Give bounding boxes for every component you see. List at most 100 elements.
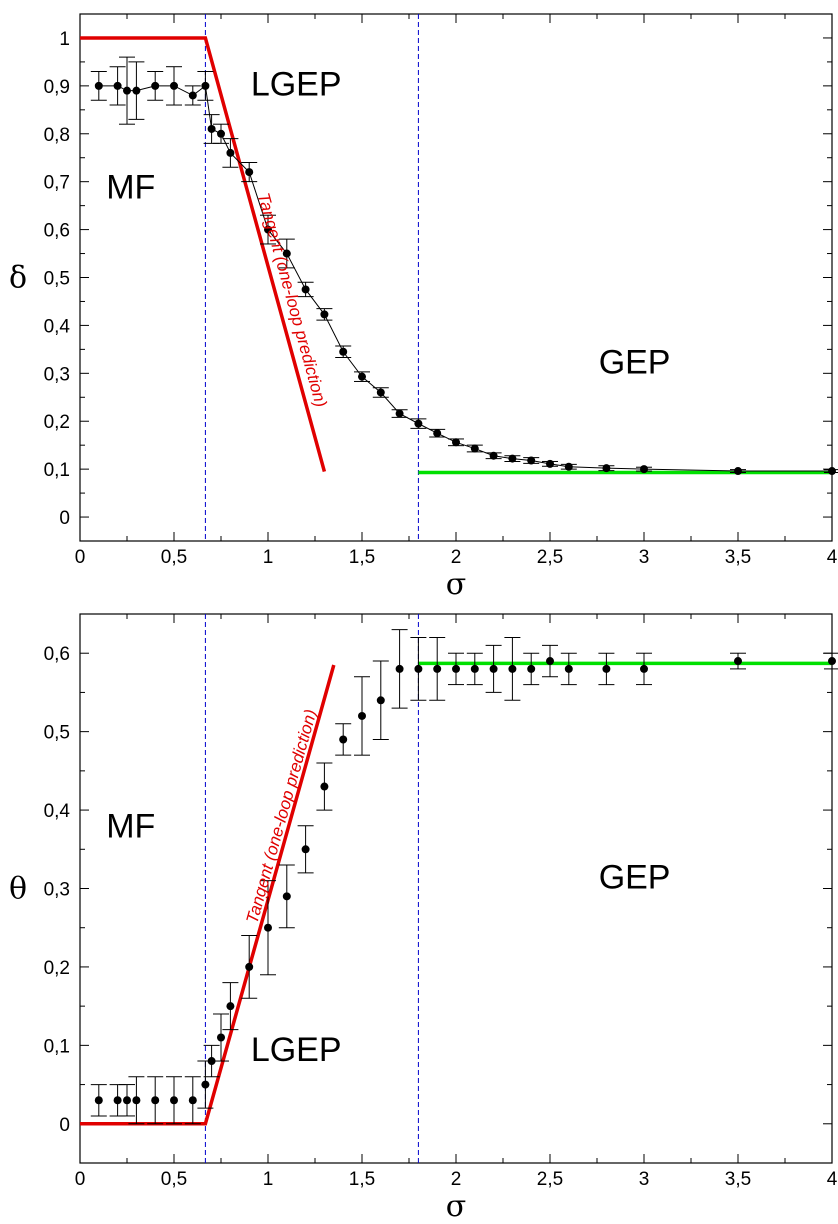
data-point xyxy=(414,419,423,428)
y-tick-label: 0,5 xyxy=(44,723,70,744)
data-point xyxy=(358,711,366,720)
data-point xyxy=(151,1096,160,1105)
y-tick-label: 0,8 xyxy=(44,125,70,146)
data-point xyxy=(527,456,536,465)
x-tick-label: 1 xyxy=(263,547,274,568)
data-point xyxy=(376,696,385,705)
data-point xyxy=(358,372,366,381)
x-tick-label: 3,5 xyxy=(725,1169,751,1190)
data-point xyxy=(452,664,460,673)
data-point xyxy=(188,1096,197,1105)
data-point xyxy=(207,124,216,133)
x-tick-label: 3 xyxy=(639,1169,650,1190)
data-point xyxy=(414,664,423,673)
x-axis-label: σ xyxy=(446,1189,466,1224)
y-axis-label: δ xyxy=(9,261,27,296)
region-label-mf: MF xyxy=(106,808,155,846)
y-tick-label: 0 xyxy=(59,1115,70,1136)
data-point xyxy=(320,310,329,319)
data-point xyxy=(527,664,536,673)
region-label-lgep: LGEP xyxy=(251,65,342,103)
data-point xyxy=(282,249,291,258)
x-tick-label: 2 xyxy=(451,1169,462,1190)
data-point xyxy=(470,664,479,673)
data-point xyxy=(201,81,210,90)
data-point xyxy=(151,81,160,90)
tangent-line xyxy=(80,36,327,472)
y-tick-label: 0,2 xyxy=(44,412,70,433)
data-point xyxy=(828,657,836,666)
data-point xyxy=(602,664,611,673)
x-tick-label: 3 xyxy=(639,547,650,568)
data-point xyxy=(170,81,178,90)
data-point xyxy=(433,664,442,673)
data-point xyxy=(564,664,573,673)
delta-panel: 0 0,5 1 1,5 2 2,5 3 3,5 4 0 0,1 0,2 0,3 0,4 0,5 0,6 0,7 0… xyxy=(9,13,838,602)
x-tick-label: 0 xyxy=(75,547,86,568)
data-point xyxy=(113,81,122,90)
data-point xyxy=(217,129,225,138)
y-tick-label: 0,4 xyxy=(44,801,71,822)
data-point xyxy=(339,735,348,744)
data-point xyxy=(395,664,404,673)
tangent-label: Tangent (one-loop prediction) xyxy=(243,707,321,925)
data-point xyxy=(452,438,460,447)
x-tick-label: 2,5 xyxy=(537,1169,563,1190)
x-tick-label: 2 xyxy=(451,547,462,568)
data-point xyxy=(546,459,554,468)
data-point xyxy=(376,388,385,397)
data-point xyxy=(264,923,272,932)
y-tick-label: 0,3 xyxy=(44,880,70,901)
data-point xyxy=(245,168,254,177)
data-point xyxy=(188,91,197,100)
y-tick-label: 0,2 xyxy=(44,958,70,979)
data-point xyxy=(264,225,272,234)
y-tick-label: 0,1 xyxy=(44,460,70,481)
data-point xyxy=(564,462,573,471)
region-label-mf: MF xyxy=(106,168,155,206)
y-tick-label: 0,6 xyxy=(44,644,70,665)
y-tick-label: 0,9 xyxy=(44,77,70,98)
y-tick-label: 0,1 xyxy=(44,1036,70,1057)
data-point xyxy=(132,86,141,95)
data-point xyxy=(395,409,404,418)
x-tick-label: 0,5 xyxy=(161,547,187,568)
x-axis-label: σ xyxy=(446,567,466,602)
data-point xyxy=(226,148,235,157)
x-tick-label: 4 xyxy=(827,1169,838,1190)
data-point xyxy=(113,1096,122,1105)
data-point xyxy=(170,1096,178,1105)
data-point xyxy=(640,465,648,474)
data-point xyxy=(640,664,648,673)
data-point xyxy=(339,347,348,356)
data-point xyxy=(201,1080,210,1089)
data-point xyxy=(94,1096,103,1105)
data-point xyxy=(602,464,611,473)
x-tick-label: 2,5 xyxy=(537,547,563,568)
data-point xyxy=(470,444,479,453)
data-point xyxy=(94,81,103,90)
y-axis-label: θ xyxy=(9,872,27,907)
data-point xyxy=(508,454,517,463)
data-point xyxy=(828,467,836,476)
data-point xyxy=(301,285,310,294)
x-tick-label: 1 xyxy=(263,1169,274,1190)
region-label-gep: GEP xyxy=(599,859,671,897)
region-label-gep: GEP xyxy=(599,343,671,381)
data-point xyxy=(320,782,329,791)
x-tick-label: 0,5 xyxy=(161,1169,187,1190)
data-point xyxy=(226,1002,235,1011)
data-point xyxy=(734,657,742,666)
data-point xyxy=(508,664,517,673)
y-tick-label: 0,3 xyxy=(44,364,70,385)
y-tick-label: 0,6 xyxy=(44,221,70,242)
y-tick-label: 0 xyxy=(59,508,70,529)
data-point xyxy=(282,892,291,901)
x-tick-label: 1,5 xyxy=(349,1169,375,1190)
data-point xyxy=(245,962,254,971)
region-label-lgep: LGEP xyxy=(251,1031,342,1069)
data-point xyxy=(217,1033,225,1042)
data-point xyxy=(734,467,742,476)
data-point xyxy=(123,1096,131,1105)
